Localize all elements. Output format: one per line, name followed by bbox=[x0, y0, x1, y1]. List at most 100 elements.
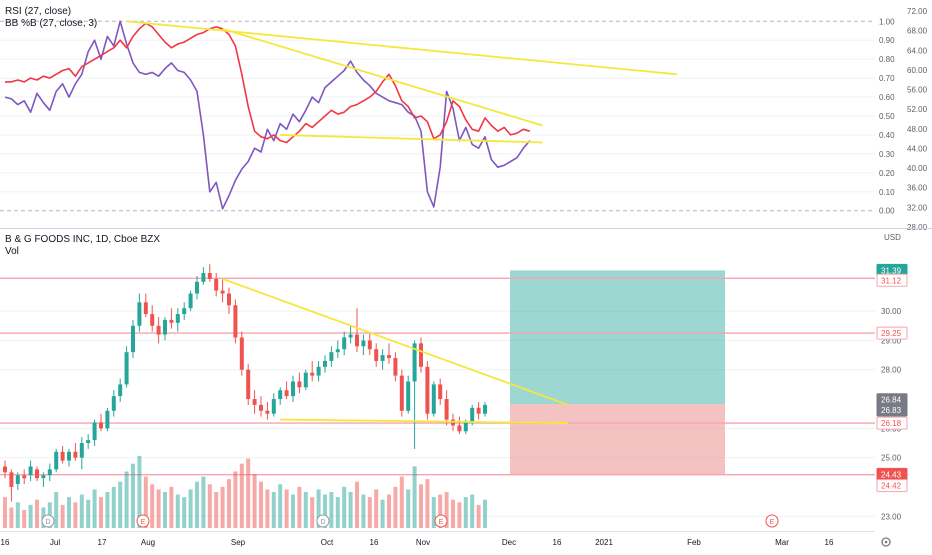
rsi-axis-tick-label: 56.00 bbox=[907, 86, 928, 95]
candle-body bbox=[169, 319, 174, 323]
candle-body bbox=[124, 352, 129, 385]
volume-bar bbox=[323, 494, 327, 528]
volume-bar bbox=[271, 492, 276, 528]
candle-body bbox=[399, 375, 404, 411]
candle-body bbox=[444, 399, 449, 420]
bb-axis-tick-label: 0.70 bbox=[879, 74, 895, 83]
volume-bar bbox=[425, 479, 430, 528]
rsi-axis-tick-label: 36.00 bbox=[907, 184, 928, 193]
volume-bar bbox=[73, 502, 78, 528]
candle-body bbox=[355, 334, 359, 347]
bb-axis-tick-label: 0.40 bbox=[879, 131, 895, 140]
time-axis-label: Aug bbox=[141, 538, 155, 547]
time-axis-label: Sep bbox=[231, 538, 246, 547]
event-marker bbox=[136, 514, 150, 528]
candle-body bbox=[3, 466, 7, 473]
volume-bar bbox=[239, 463, 244, 528]
profit-zone bbox=[510, 270, 725, 405]
bb-axis-tick-label: 0.20 bbox=[879, 169, 895, 178]
candle-body bbox=[214, 278, 219, 291]
candle-body bbox=[393, 358, 398, 376]
time-axis-label: Dec bbox=[502, 538, 516, 547]
trendline bbox=[126, 20, 678, 76]
price-axis-tick-label: 23.00 bbox=[881, 512, 902, 521]
event-marker bbox=[316, 514, 330, 528]
time-axis[interactable]: 16 Jul 17 Aug Sep Oct 16 Nov Dec 16 2021 Feb Mar 16 bbox=[0, 531, 875, 548]
candle-body bbox=[195, 281, 199, 294]
candle-body bbox=[188, 293, 193, 309]
candle-body bbox=[9, 472, 14, 487]
candle-body bbox=[412, 343, 417, 382]
bb-axis-tick-label: 0.90 bbox=[879, 36, 895, 45]
rsi-axis-tick-label: 48.00 bbox=[907, 125, 928, 134]
volume-bar bbox=[297, 486, 302, 528]
volume-bar bbox=[399, 476, 404, 528]
bb-axis-tick-label: 0.10 bbox=[879, 188, 895, 197]
volume-bar bbox=[195, 481, 199, 528]
volume-bar bbox=[265, 489, 270, 528]
bb-percent-b-line bbox=[4, 20, 531, 210]
volume-bar bbox=[412, 466, 417, 528]
candle-body bbox=[297, 381, 302, 388]
volume-bar bbox=[246, 458, 251, 528]
candle-body bbox=[233, 305, 238, 338]
candle-body bbox=[367, 340, 372, 350]
long-position-tool[interactable] bbox=[510, 270, 725, 475]
candle-body bbox=[150, 314, 155, 326]
symbol-title: B & G FOODS INC, 1D, Cboe BZX bbox=[5, 234, 160, 245]
volume-bar bbox=[163, 492, 167, 528]
volume-bar bbox=[233, 471, 238, 528]
price-tag-box bbox=[876, 403, 908, 417]
candle-body bbox=[419, 343, 423, 367]
volume-bar bbox=[188, 489, 193, 528]
candle-body bbox=[92, 422, 97, 441]
volume-bar bbox=[105, 492, 110, 528]
volume-bar bbox=[54, 492, 59, 528]
candle-body bbox=[335, 349, 340, 353]
candle-body bbox=[406, 381, 411, 411]
rsi-axis-tick-label: 44.00 bbox=[907, 144, 928, 153]
volume-bar bbox=[348, 492, 353, 528]
candle-body bbox=[86, 440, 91, 444]
candle-body bbox=[67, 451, 71, 461]
volume-bar bbox=[3, 497, 7, 528]
volume-bar bbox=[374, 489, 379, 528]
bb-legend: BB %B (27, close, 3) bbox=[5, 18, 97, 29]
time-axis-label: 17 bbox=[98, 538, 107, 547]
loss-zone bbox=[510, 404, 725, 475]
volume-bar bbox=[182, 497, 187, 528]
volume-bar bbox=[15, 502, 20, 528]
volume-bar bbox=[86, 499, 91, 528]
candle-body bbox=[131, 325, 135, 353]
candle-body bbox=[239, 337, 244, 370]
candle-body bbox=[470, 407, 475, 423]
volume-bar bbox=[342, 486, 347, 528]
volume-bar bbox=[131, 463, 135, 528]
candle-body bbox=[54, 451, 59, 470]
candle-body bbox=[163, 319, 167, 335]
volume-bar bbox=[284, 489, 289, 528]
candle-body bbox=[380, 355, 385, 361]
time-axis-label: 16 bbox=[1, 538, 10, 547]
volume-bar bbox=[329, 492, 334, 528]
volume-bar bbox=[252, 474, 257, 528]
trendline bbox=[280, 418, 569, 424]
event-marker-label: D bbox=[320, 519, 325, 526]
volume-bar bbox=[387, 494, 391, 528]
volume-bar bbox=[483, 499, 487, 528]
volume-bar bbox=[92, 489, 97, 528]
price-trendlines bbox=[222, 278, 569, 424]
gear-icon[interactable] bbox=[881, 537, 891, 547]
candle-body bbox=[348, 334, 353, 338]
event-marker bbox=[41, 514, 55, 528]
volume-bar bbox=[111, 486, 116, 528]
candle-body bbox=[310, 372, 315, 376]
event-marker bbox=[434, 514, 448, 528]
candle-body bbox=[271, 399, 276, 414]
volume-bar bbox=[35, 499, 39, 528]
volume-bar bbox=[156, 489, 161, 528]
volume-bar bbox=[9, 507, 14, 528]
